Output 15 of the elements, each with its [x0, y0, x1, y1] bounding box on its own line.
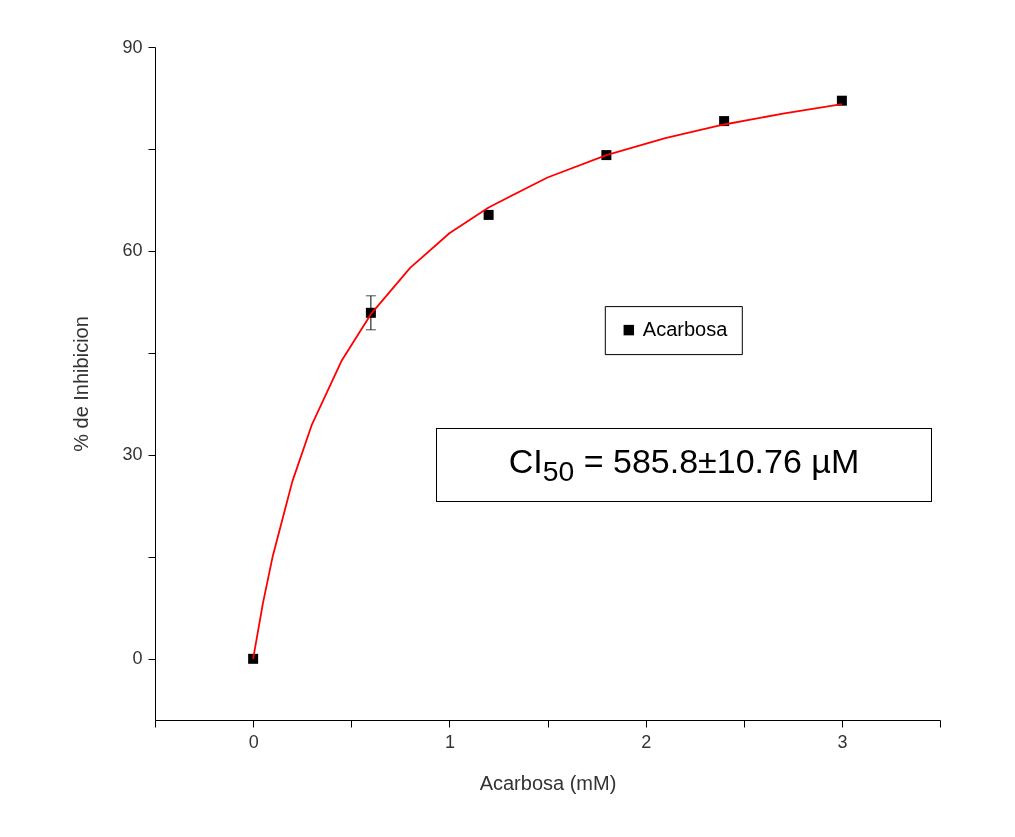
x-tick-label: 3	[837, 731, 848, 752]
y-tick-label: 0	[132, 648, 143, 669]
x-tick-label: 0	[248, 731, 259, 752]
point	[248, 653, 259, 664]
x-tick-label: 2	[641, 731, 652, 752]
x-axis-title: Acarbosa (mM)	[479, 771, 617, 794]
point	[836, 95, 847, 106]
legend-label: Acarbosa	[642, 318, 729, 341]
y-tick-label: 30	[122, 444, 143, 465]
y-tick-label: 60	[122, 240, 143, 261]
y-axis-title: % de Inhibicion	[70, 316, 93, 452]
point	[483, 209, 494, 220]
y-tick-label: 90	[122, 36, 143, 57]
x-tick-label: 1	[444, 731, 455, 752]
annotation: CI$_{50}$ = 585.8±10.76 µM	[508, 442, 860, 488]
